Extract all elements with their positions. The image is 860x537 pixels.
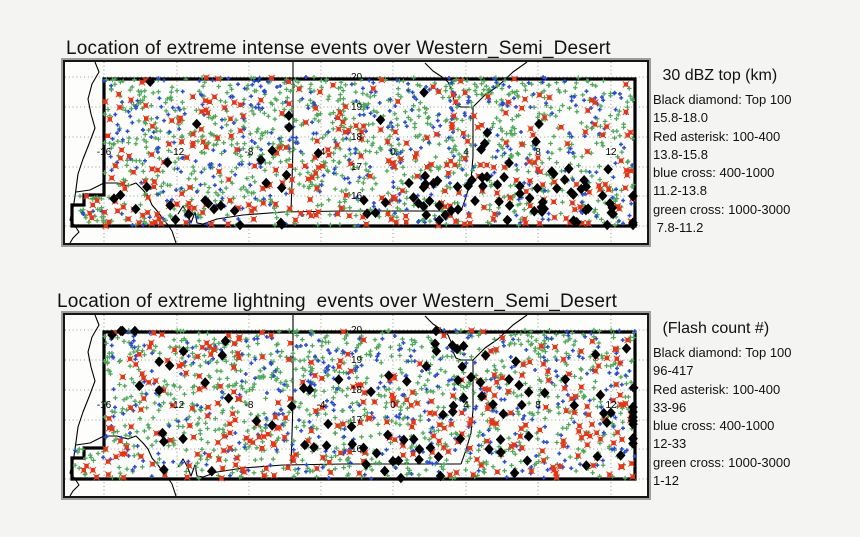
lon-label: 0 [390, 400, 396, 411]
legend-line: 33-96 [653, 399, 687, 415]
legend-line: 11.2-13.8 [653, 183, 707, 199]
lon-label: 8 [535, 400, 541, 411]
lat-label: 16 [351, 444, 363, 455]
legend-line: green cross: 1000-3000 [653, 201, 791, 217]
legend-line: blue cross: 400-1000 [653, 418, 775, 434]
lightning-figure-title: Location of extreme lightning events ove… [57, 291, 618, 312]
lightning-events-legend: (Flash count #) Black diamond: Top 100 9… [653, 319, 858, 490]
lon-label: -8 [245, 147, 254, 158]
region-outline [70, 330, 637, 481]
lat-label: 18 [351, 385, 363, 396]
lat-label: 17 [351, 415, 363, 426]
lat-label: 20 [351, 72, 363, 83]
legend-line: 1-12 [653, 473, 680, 489]
lon-label: -8 [245, 400, 254, 411]
green-cross-points [77, 75, 636, 229]
lon-label: 4 [463, 147, 469, 158]
legend-line: Red asterisk: 100-400 [653, 381, 781, 397]
lat-label: 17 [351, 162, 363, 173]
legend-line: 13.8-15.8 [653, 146, 708, 162]
legend-line: Black diamond: Top 100 [653, 92, 792, 107]
lon-label: 12 [605, 400, 617, 411]
lat-label: 16 [351, 191, 363, 202]
legend-line: 12-33 [653, 436, 687, 452]
intense-events-legend: 30 dBZ top (km) Black diamond: Top 100 1… [653, 66, 858, 237]
legend-line: 7.8-11.2 [653, 220, 704, 236]
blue-cross-points [73, 328, 637, 481]
lon-label: -16 [97, 400, 112, 411]
legend-title: 30 dBZ top (km) [658, 67, 778, 84]
lon-label: 8 [535, 147, 541, 158]
black-diamond-points [107, 325, 639, 484]
lon-label: -12 [170, 147, 185, 158]
legend-line: 15.8-18.0 [653, 110, 708, 126]
lat-label: 19 [351, 102, 363, 113]
red-asterisk-points [81, 328, 635, 481]
lat-label: 20 [351, 325, 363, 336]
map-plot: -16 -12 -8 -4 0 4 8 12 20 19 18 17 16 [65, 315, 647, 496]
legend-line: Black diamond: Top 100 [653, 345, 792, 360]
legend-title: (Flash count #) [658, 320, 770, 337]
lon-label: -4 [317, 400, 326, 411]
lat-label: 19 [351, 355, 363, 366]
lon-label: -12 [170, 400, 185, 411]
lon-label: -16 [97, 147, 112, 158]
intense-figure-title: Location of extreme intense events over … [66, 38, 611, 59]
graticule-labels: -16 -12 -8 -4 0 4 8 12 20 19 18 17 16 [97, 325, 617, 455]
lon-label: 0 [390, 147, 396, 158]
legend-line: Red asterisk: 100-400 [653, 128, 781, 144]
legend-line: 96-417 [653, 363, 694, 379]
lightning-events-map: -16 -12 -8 -4 0 4 8 12 20 19 18 17 16 [61, 311, 651, 500]
lon-label: 12 [605, 147, 617, 158]
legend-line: blue cross: 400-1000 [653, 165, 775, 181]
legend-line: green cross: 1000-3000 [653, 454, 791, 470]
lat-label: 18 [351, 132, 363, 143]
lon-label: 4 [463, 400, 469, 411]
